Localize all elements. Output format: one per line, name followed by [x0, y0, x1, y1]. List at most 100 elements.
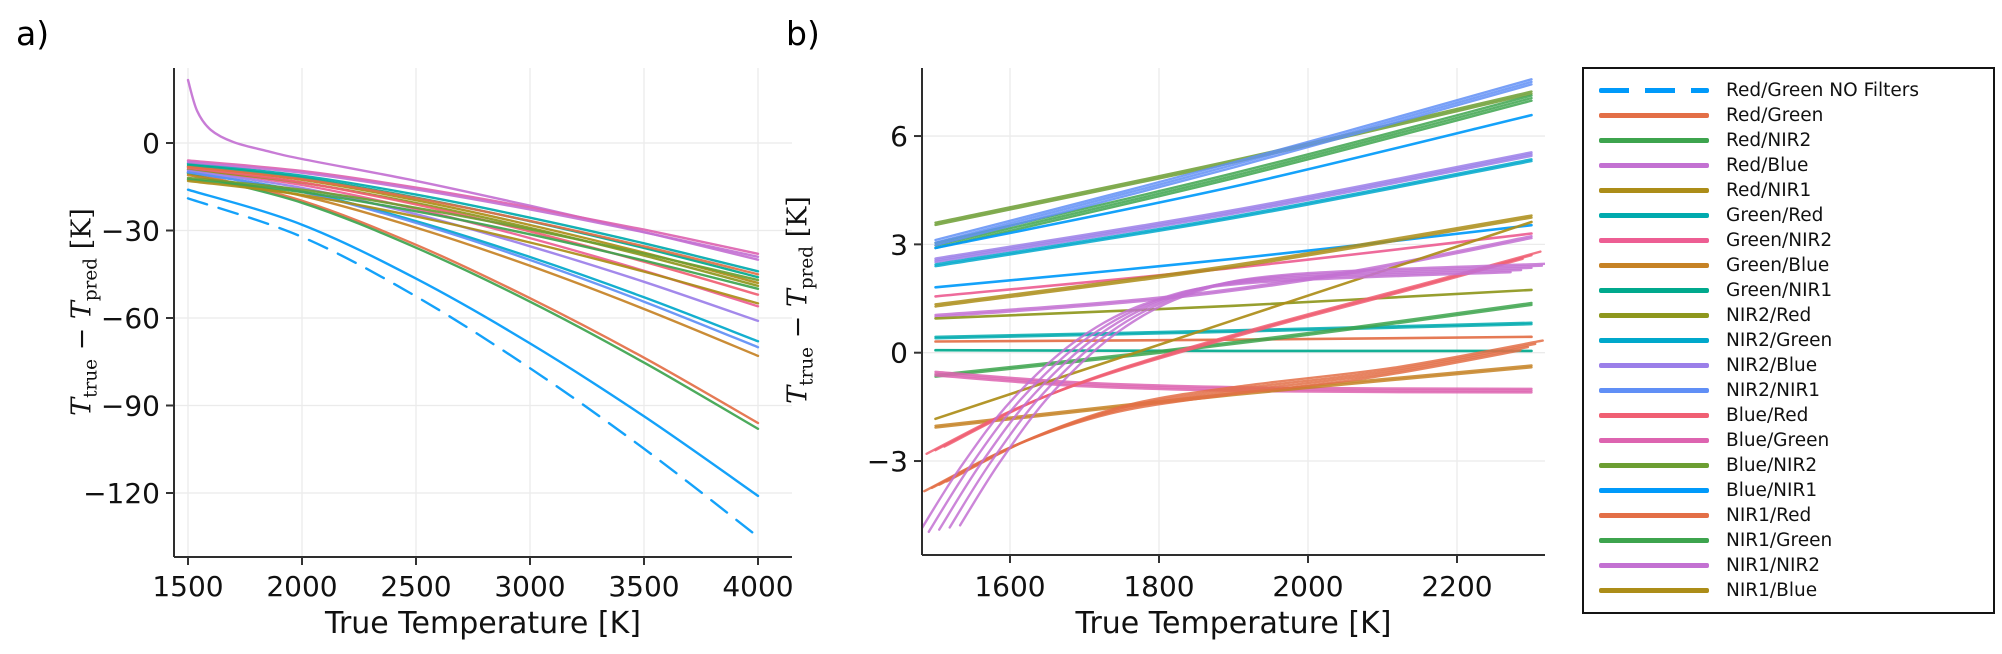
series-nir1-nir2	[186, 160, 760, 258]
legend-line-sample	[1599, 438, 1709, 443]
ylabel-sub-pred: pred	[796, 246, 818, 290]
series-nir1-blue	[934, 220, 1533, 421]
ylabel-T2: T	[782, 289, 814, 308]
series-blue-nir1	[186, 188, 760, 498]
legend-item-label: NIR1/NIR2	[1726, 555, 1821, 576]
ylabel-minus: −	[66, 319, 98, 359]
legend-line-sample	[1599, 288, 1709, 293]
legend-line-sample	[1599, 238, 1709, 243]
legend-item: Red/Blue	[1584, 154, 1993, 178]
legend-item: NIR2/Blue	[1584, 354, 1993, 378]
plot-b-xlabel: True Temperature [K]	[1075, 606, 1392, 641]
legend-line-sample	[1599, 588, 1709, 593]
series-red-green	[934, 335, 1533, 343]
legend-line-sample	[1599, 388, 1709, 393]
series-red-nir2	[186, 172, 760, 430]
series-red-green-no-filters	[186, 197, 760, 538]
x-tick-label: 4000	[722, 570, 793, 603]
legend-item: NIR2/NIR1	[1584, 379, 1993, 403]
series-group	[186, 78, 760, 538]
series-red-green	[186, 171, 760, 425]
y-tick-label: −30	[101, 215, 160, 248]
legend-line-sample	[1599, 538, 1709, 543]
y-tick-label: 0	[890, 337, 908, 370]
x-tick-label: 2200	[1421, 570, 1492, 603]
x-tick-label: 2500	[380, 570, 451, 603]
legend-line-sample	[1599, 363, 1709, 368]
legend-item: Blue/NIR2	[1584, 454, 1993, 478]
legend-item-label: NIR2/Red	[1726, 305, 1812, 326]
legend-item-label: Red/Green NO Filters	[1726, 80, 1920, 101]
legend-line-sample	[1599, 138, 1709, 143]
y-tick-label: −120	[83, 477, 160, 510]
legend-item-label: Green/Red	[1726, 205, 1824, 226]
y-tick-label: 3	[890, 228, 908, 261]
legend-item-label: NIR2/NIR1	[1726, 380, 1821, 401]
series-blue-nir1	[934, 113, 1533, 250]
legend-item: Green/Red	[1584, 204, 1993, 228]
legend-item-label: Blue/Red	[1726, 405, 1809, 426]
series-blue-green	[934, 370, 1533, 394]
legend-item: Blue/Green	[1584, 429, 1993, 453]
x-tick-label: 2000	[266, 570, 337, 603]
ylabel-unit: [K]	[66, 208, 98, 258]
legend-item: Blue/Red	[1584, 404, 1993, 428]
series-nir2-nir1	[934, 78, 1533, 247]
series-group	[922, 78, 1545, 533]
panel-a-label: a)	[16, 14, 50, 53]
legend-line-sample	[1599, 113, 1709, 118]
legend-item-label: NIR1/Green	[1726, 530, 1833, 551]
legend-item: NIR1/NIR2	[1584, 554, 1993, 578]
series-red-green-no-filters	[934, 223, 1533, 289]
legend-line-sample	[1599, 213, 1709, 218]
series-red-blue	[934, 235, 1533, 318]
legend-item-label: Red/NIR2	[1726, 130, 1812, 151]
x-tick-label: 1600	[974, 570, 1045, 603]
legend-line-sample	[1599, 313, 1709, 318]
ylabel-unit: [K]	[782, 196, 814, 246]
ylabel-sub-true: true	[80, 358, 102, 398]
x-tick-label: 3000	[494, 570, 565, 603]
legend-item-label: Red/Green	[1726, 105, 1824, 126]
y-tick-label: −60	[101, 302, 160, 335]
series-red-nir1	[934, 214, 1533, 308]
series-nir2-red	[934, 288, 1533, 320]
y-tick-label: −90	[101, 390, 160, 423]
legend-item: Red/Green NO Filters	[1584, 79, 1993, 103]
legend-dashed-line-sample	[1599, 88, 1709, 93]
series-green-blue	[186, 173, 760, 358]
ylabel-sub-true: true	[796, 346, 818, 386]
series-nir1-green	[186, 178, 760, 290]
legend-item: Green/NIR2	[1584, 229, 1993, 253]
legend-item: Blue/NIR1	[1584, 479, 1993, 503]
plot-a-xlabel: True Temperature [K]	[325, 606, 641, 641]
legend-item-label: Blue/NIR2	[1726, 455, 1818, 476]
legend-line-sample	[1599, 463, 1709, 468]
legend-item-label: Blue/NIR1	[1726, 480, 1818, 501]
plot-a-ylabel: Ttrue − Tpred [K]	[66, 208, 101, 416]
series-nir2-green	[934, 158, 1533, 268]
x-tick-label: 1500	[152, 570, 223, 603]
legend-item: Red/Green	[1584, 104, 1993, 128]
legend-line-sample	[1599, 188, 1709, 193]
legend-item: NIR1/Blue	[1584, 579, 1993, 603]
x-tick-label: 2000	[1272, 570, 1343, 603]
legend-item-label: NIR2/Green	[1726, 330, 1833, 351]
legend-line-sample	[1599, 338, 1709, 343]
series-blue-nir2	[186, 176, 760, 282]
series-nir1-blue	[186, 179, 760, 305]
series-green-red	[186, 162, 760, 273]
legend-item-label: Green/NIR2	[1726, 230, 1833, 251]
legend-line-sample	[1599, 413, 1709, 418]
ylabel-sub-pred: pred	[80, 258, 102, 302]
ylabel-T: T	[782, 385, 814, 404]
ylabel-T: T	[66, 397, 98, 416]
legend-line-sample	[1599, 563, 1709, 568]
legend: Red/Green NO Filters Red/Green Red/NIR2 Red…	[1582, 67, 1995, 614]
legend-item: Green/NIR1	[1584, 279, 1993, 303]
legend-line-sample	[1599, 263, 1709, 268]
ylabel-minus: −	[782, 307, 814, 347]
legend-item-label: Red/Blue	[1726, 155, 1809, 176]
series-blue-green	[186, 159, 760, 255]
